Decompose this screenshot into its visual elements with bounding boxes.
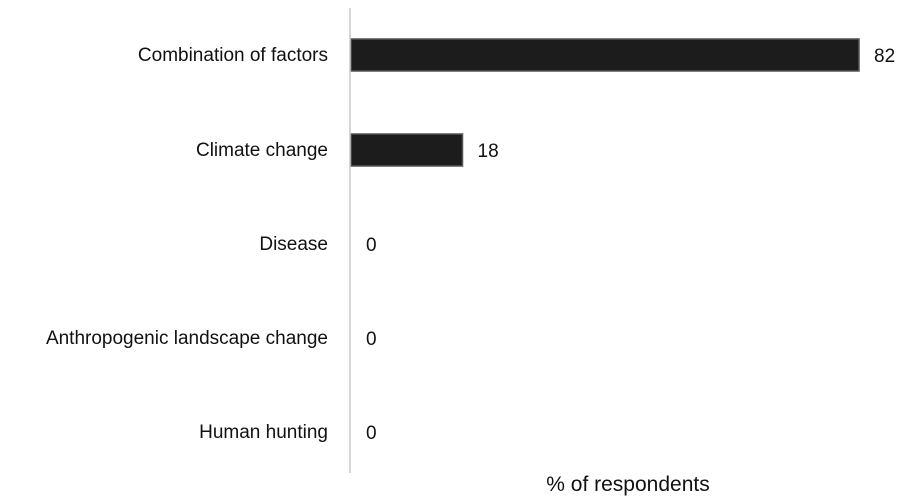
category-label-4: Anthropogenic landscape change <box>46 328 328 349</box>
value-label-4: 0 <box>366 329 377 350</box>
value-label-3: 0 <box>366 235 377 256</box>
value-label-2: 18 <box>478 141 499 162</box>
category-labels: Combination of factors Climate change Dise… <box>46 45 328 443</box>
bar-group <box>350 38 860 167</box>
value-label-5: 0 <box>366 423 377 444</box>
value-labels: 82 18 0 0 0 <box>366 46 895 444</box>
category-label-2: Climate change <box>196 140 328 161</box>
x-axis-title: % of respondents <box>546 473 709 496</box>
category-label-1: Combination of factors <box>138 45 328 66</box>
bar-2 <box>350 133 464 167</box>
bar-1 <box>350 38 860 72</box>
category-label-3: Disease <box>259 234 328 255</box>
category-label-5: Human hunting <box>199 422 328 443</box>
value-label-1: 82 <box>874 46 895 67</box>
